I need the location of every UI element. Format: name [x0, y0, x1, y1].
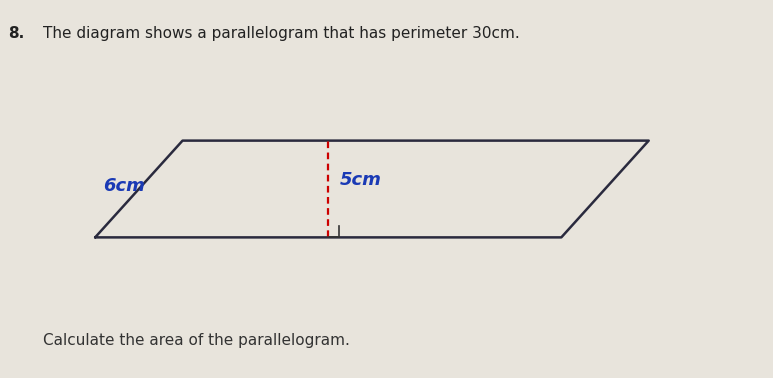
Text: 5cm: 5cm	[340, 171, 382, 189]
Text: 6cm: 6cm	[104, 177, 145, 195]
Text: The diagram shows a parallelogram that has perimeter 30cm.: The diagram shows a parallelogram that h…	[43, 26, 519, 42]
Text: 8.: 8.	[8, 26, 24, 42]
Text: Calculate the area of the parallelogram.: Calculate the area of the parallelogram.	[43, 333, 349, 348]
